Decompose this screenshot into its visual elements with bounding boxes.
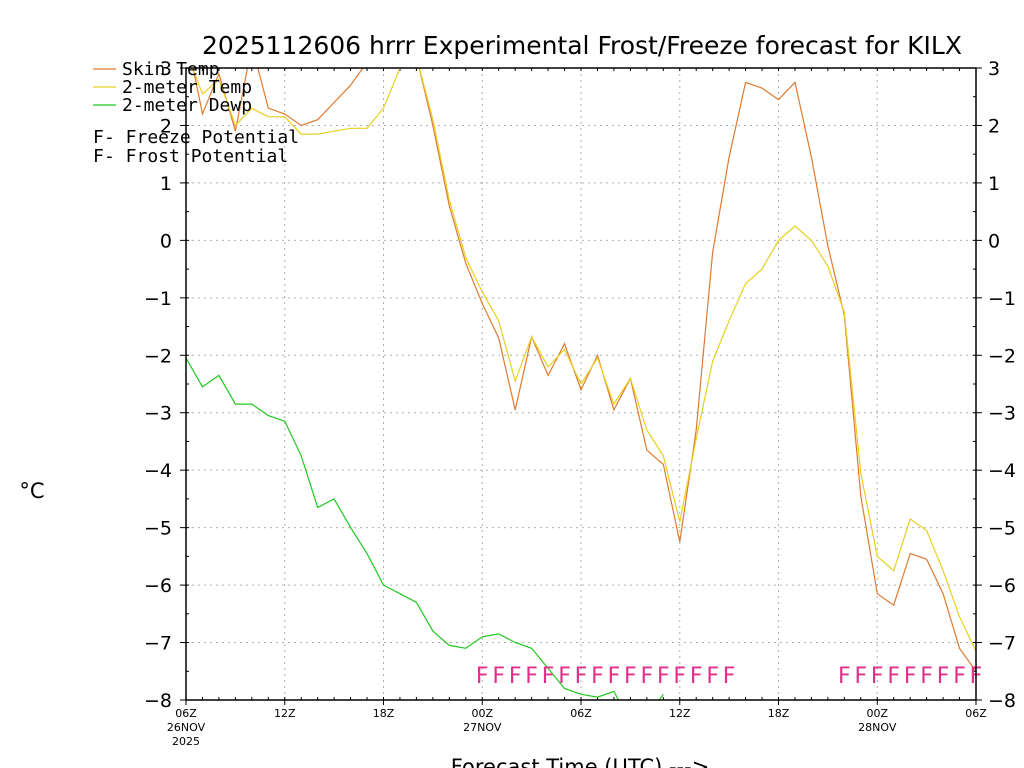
freeze-flag: F [542,664,555,689]
x-tick-label: 18Z [373,707,395,720]
x-tick-label: 06Z [175,707,197,720]
x-tick-label: 00Z [471,707,493,720]
y-tick-label-right: 1 [988,173,1000,195]
freeze-flag: F [887,664,900,689]
legend-label: 2-meter Dewp [122,95,252,116]
y-tick-label-right: −6 [988,575,1016,597]
y-tick-label-right: −1 [988,288,1016,310]
freeze-flag: F [624,664,637,689]
y-tick-label-right: −4 [988,460,1016,482]
x-tick-date: 27NOV [463,721,502,734]
freeze-flag: F [937,664,950,689]
flag-legend-letter: F [93,146,104,167]
y-tick-label-right: 2 [988,115,1000,137]
y-tick-label-right: −2 [988,345,1016,367]
flag-legend-label: - Freeze Potential [104,127,299,148]
x-tick-date: 28NOV [858,721,897,734]
freeze-flag: F [575,664,588,689]
x-tick-label: 06Z [965,707,987,720]
y-tick-label-left: −5 [144,518,172,540]
flag-legend-label: - Frost Potential [104,146,288,167]
freeze-flag: F [690,664,703,689]
y-tick-label-left: −7 [144,633,172,655]
x-tick-label: 00Z [866,707,888,720]
freeze-flag: F [558,664,571,689]
freeze-flag: F [838,664,851,689]
series-2-meter-dewp-line [186,357,664,700]
y-tick-label-left: 3 [160,58,172,80]
y-tick-label-left: −1 [144,288,172,310]
y-tick-label-left: −8 [144,690,172,712]
y-tick-label-left: −2 [144,345,172,367]
y-tick-label-left: 0 [160,230,172,252]
y-axis-label: °C [19,479,44,503]
freeze-flag: F [509,664,522,689]
freeze-flag: F [657,664,670,689]
freeze-flag: F [920,664,933,689]
freeze-flag: F [673,664,686,689]
x-axis-label: Forecast Time (UTC) ---> [451,755,710,768]
y-tick-label-right: 0 [988,230,1000,252]
y-tick-label-right: −8 [988,690,1016,712]
y-tick-label-left: −3 [144,403,172,425]
chart-title: 2025112606 hrrr Experimental Frost/Freez… [202,31,962,60]
plot-frame [185,67,977,701]
x-tick-label: 12Z [669,707,691,720]
x-tick-label: 12Z [274,707,296,720]
freeze-flag: F [608,664,621,689]
freeze-flag: F [904,664,917,689]
series-lines [186,68,976,700]
freeze-flag: F [591,664,604,689]
freeze-flag: F [525,664,538,689]
y-tick-label-right: 3 [988,58,1000,80]
y-tick-label-right: −3 [988,403,1016,425]
freeze-flag: F [492,664,505,689]
freeze-flag: F [854,664,867,689]
y-tick-label-left: 1 [160,173,172,195]
freeze-flag: F [871,664,884,689]
freeze-flag: F [706,664,719,689]
x-tick-date: 26NOV [167,721,206,734]
y-tick-label-left: −4 [144,460,172,482]
flag-legend-letter: F [93,127,104,148]
x-tick-year: 2025 [172,735,200,748]
legend-label: 2-meter Temp [122,77,252,98]
y-tick-label-left: 2 [160,115,172,137]
freeze-flag: F [476,664,489,689]
y-tick-label-left: −6 [144,575,172,597]
y-tick-label-right: −7 [988,633,1016,655]
x-tick-label: 18Z [768,707,790,720]
freeze-flag: F [723,664,736,689]
y-axis: 3 3 2 2 1 1 0 0 −1 −1 −2 −2 −3 −3 −4 −4 −5 −5 −6 −6 −7 −7 −8 −8 [144,58,1016,712]
x-tick-label: 06Z [570,707,592,720]
y-tick-label-right: −5 [988,518,1016,540]
freeze-flag: F [641,664,654,689]
freeze-flag: F [953,664,966,689]
series-2-meter-temp-line [191,68,976,652]
legend-label: Skin Temp [122,59,220,80]
